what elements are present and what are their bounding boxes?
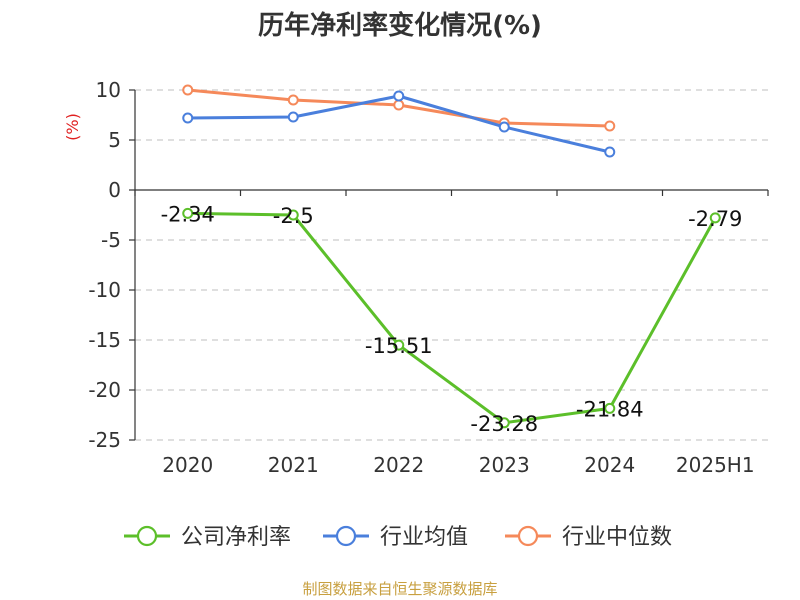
y-tick-label: -10 [88,278,121,302]
legend-label[interactable]: 公司净利率 [181,525,291,550]
y-tick-label: -20 [88,378,121,402]
data-point [604,402,616,414]
y-tick-label: -25 [88,428,121,452]
chart-title: 历年净利率变化情况(%) [258,10,542,41]
data-label: -2.5 [273,204,314,228]
legend-marker [136,525,158,547]
data-point [604,120,616,132]
grid-lines [135,89,768,441]
data-labels: -2.34 -2.5 -15.51 -23.28 -21.84 -2.79 [161,202,743,435]
x-tick-label: 2023 [479,453,530,477]
data-point [287,209,299,221]
data-point [287,111,299,123]
data-point [498,417,510,429]
data-point [709,212,721,224]
legend-label[interactable]: 行业均值 [380,525,468,550]
y-tick-label: 10 [96,78,121,102]
series-lines [182,84,721,429]
y-tick-label: -5 [101,228,121,252]
legend-label[interactable]: 行业中位数 [562,525,672,550]
legend-marker [335,525,357,547]
data-point [393,90,405,102]
data-point [498,121,510,133]
data-point [604,146,616,158]
legend[interactable]: 公司净利率 行业均值 行业中位数 [124,525,672,550]
data-point [393,99,405,111]
data-label: -23.28 [470,412,538,436]
x-tick-label: 2025H1 [676,453,755,477]
x-tick-label: 2024 [584,453,635,477]
data-point [287,94,299,106]
data-label: -2.79 [688,207,742,231]
y-tick-label: -15 [88,328,121,352]
data-label: -15.51 [365,334,433,358]
x-tick-label: 2022 [373,453,424,477]
x-tick-label: 2021 [268,453,319,477]
x-tick-label: 2020 [162,453,213,477]
series-line-0 [187,211,717,425]
axes: 10 5 0 -5 -10 -15 -20 -25 2020 2021 2022 2023 2024 20… [88,78,769,477]
y-axis-label: (%) [63,113,82,141]
data-point [393,339,405,351]
data-source-note: 制图数据来自恒生聚源数据库 [302,580,497,598]
y-tick-label: 5 [108,128,121,152]
data-point [182,207,194,219]
y-tick-label: 0 [108,178,121,202]
data-label: -2.34 [161,202,215,226]
legend-marker [517,525,539,547]
data-label: -21.84 [576,397,644,421]
data-point [182,112,194,124]
data-point [182,84,194,96]
